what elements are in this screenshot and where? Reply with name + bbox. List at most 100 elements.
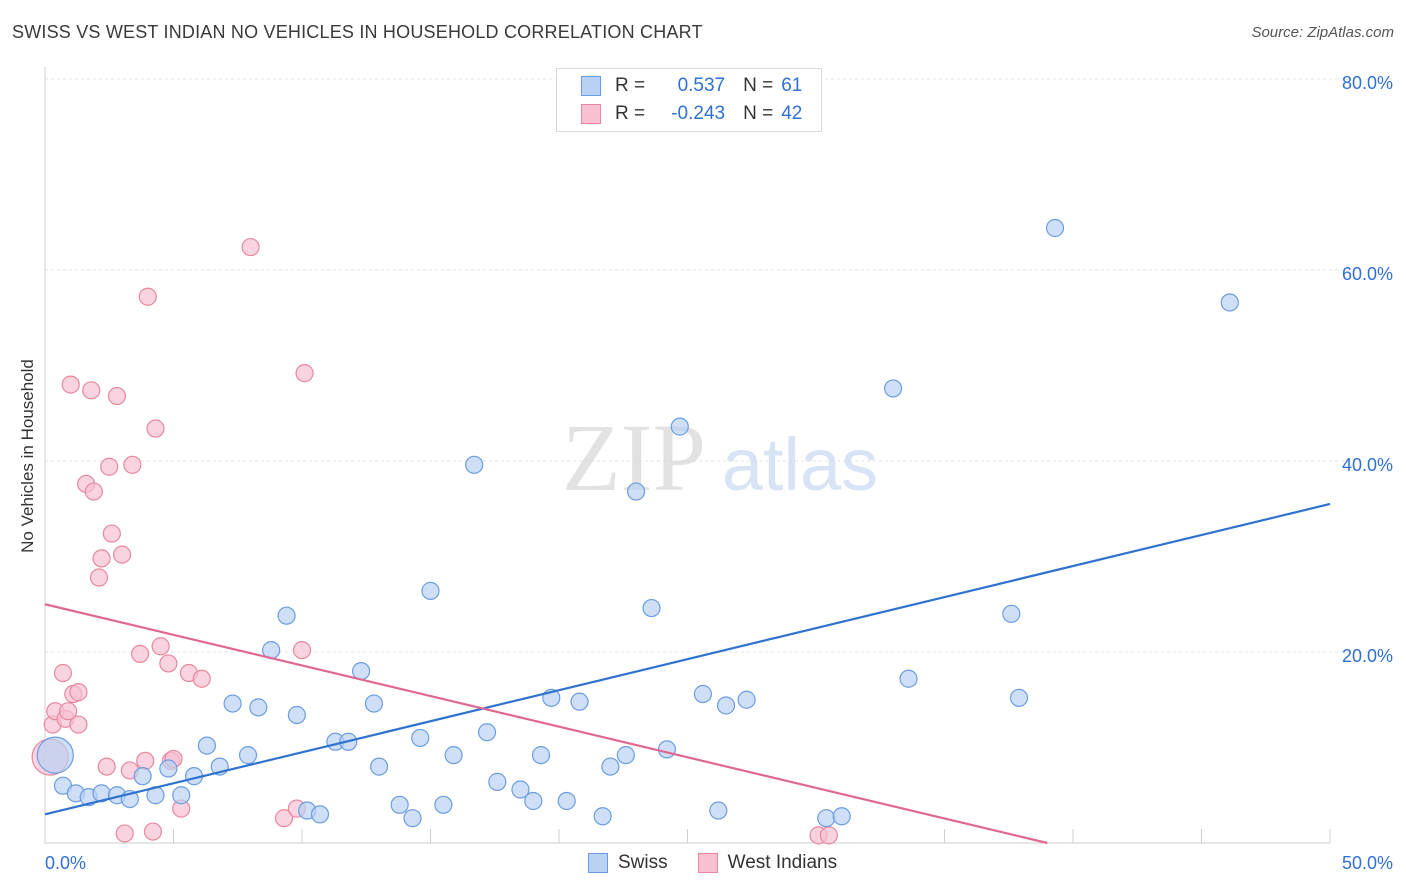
x-tick-label-min: 0.0% <box>45 853 86 873</box>
y-tick-label: 20.0% <box>1342 646 1393 666</box>
axes <box>44 67 1331 844</box>
legend-row-west-indians: R = -0.243 N = 42 <box>581 101 802 127</box>
swiss-point <box>133 767 152 786</box>
west-indians-legend-swatch <box>697 853 718 873</box>
swiss-point <box>709 801 728 820</box>
swiss-point <box>277 606 296 625</box>
y-tick-label: 60.0% <box>1342 264 1393 284</box>
swiss-point <box>421 581 440 600</box>
west-indians-r-value: -0.243 <box>671 103 726 124</box>
west-indians-point <box>130 644 150 664</box>
series-legend: Swiss West Indians <box>588 852 867 874</box>
swiss-point <box>197 736 217 755</box>
swiss-legend-label: Swiss <box>618 852 668 873</box>
swiss-legend-swatch <box>588 853 608 873</box>
swiss-point <box>238 746 258 765</box>
swiss-point <box>465 455 484 474</box>
swiss-point <box>390 795 409 814</box>
west-indians-point <box>69 683 88 702</box>
west-indians-point <box>112 545 132 564</box>
swiss-swatch <box>581 76 601 96</box>
swiss-point <box>832 807 851 826</box>
swiss-point <box>670 417 689 436</box>
swiss-point <box>159 759 178 778</box>
swiss-point <box>287 705 306 725</box>
swiss-point <box>477 723 497 742</box>
west-indians-point <box>59 702 78 721</box>
swiss-point <box>1002 604 1021 623</box>
y-tick-label: 80.0% <box>1342 73 1393 93</box>
swiss-point <box>434 795 453 814</box>
correlation-legend: R = 0.537 N = 61 R = -0.243 N = 42 <box>556 68 822 132</box>
west-indians-n-label: N = <box>743 103 774 124</box>
swiss-point <box>511 780 530 799</box>
swiss-point <box>1220 293 1239 312</box>
west-indians-swatch <box>581 104 601 124</box>
west-indians-point <box>819 826 838 845</box>
west-indians-r-label: R = <box>615 103 646 124</box>
swiss-point <box>642 598 661 618</box>
chart-title: SWISS VS WEST INDIAN NO VEHICLES IN HOUS… <box>12 22 703 42</box>
west-indians-n-value: 42 <box>781 103 803 124</box>
west-indians-point <box>192 669 211 688</box>
swiss-point <box>570 692 589 711</box>
west-indians-point <box>159 654 178 673</box>
swiss-point <box>531 746 551 765</box>
swiss-point <box>693 684 713 704</box>
swiss-r-label: R = <box>615 75 646 96</box>
swiss-point <box>593 807 612 826</box>
legend-item-west-indians: West Indians <box>697 852 837 874</box>
swiss-point <box>737 690 756 709</box>
west-indians-point <box>151 637 170 656</box>
west-indians-point <box>138 287 157 306</box>
watermark-atlas: atlas <box>722 423 878 506</box>
source-label: Source: ZipAtlas.com <box>1251 24 1394 41</box>
swiss-points <box>36 218 1239 828</box>
west-indians-trend-line <box>44 603 1048 845</box>
west-indians-point <box>100 457 119 476</box>
swiss-point <box>36 736 74 774</box>
west-indians-point <box>136 751 155 770</box>
swiss-point <box>626 482 646 501</box>
tick-labels: 20.0% 40.0% 60.0% 80.0% 0.0% 50.0% <box>45 73 1393 873</box>
west-indians-point <box>292 640 312 660</box>
swiss-point <box>601 757 620 776</box>
swiss-point <box>616 746 635 765</box>
swiss-n-value: 61 <box>781 75 803 96</box>
grid-lines <box>45 78 1392 653</box>
swiss-n-label: N = <box>743 75 774 96</box>
swiss-point <box>716 696 736 715</box>
swiss-point <box>310 805 330 824</box>
swiss-r-value: 0.537 <box>677 75 726 96</box>
swiss-point <box>223 694 242 713</box>
west-indians-point <box>97 757 116 776</box>
west-indians-point <box>146 419 165 438</box>
west-indians-point <box>53 663 73 683</box>
swiss-point <box>817 809 836 828</box>
west-indians-point <box>107 386 127 406</box>
west-indians-point <box>274 809 294 828</box>
west-indians-point <box>69 715 88 734</box>
swiss-point <box>883 379 903 398</box>
swiss-point <box>172 786 191 805</box>
swiss-point <box>1045 218 1065 238</box>
legend-row-swiss: R = 0.537 N = 61 <box>581 73 802 99</box>
swiss-point <box>370 757 389 776</box>
west-indians-point <box>143 822 163 841</box>
swiss-point <box>899 669 918 688</box>
west-indians-point <box>102 524 121 543</box>
west-indians-point <box>123 455 142 474</box>
y-tick-label: 40.0% <box>1342 455 1393 475</box>
swiss-point <box>557 791 576 811</box>
swiss-point <box>1009 688 1029 707</box>
west-indians-point <box>61 375 80 394</box>
trend-lines <box>44 502 1331 845</box>
west-indians-points <box>31 237 838 845</box>
watermark: ZIP atlas <box>562 404 878 511</box>
swiss-point <box>657 740 677 759</box>
west-indians-point <box>84 482 103 501</box>
swiss-point <box>403 809 422 828</box>
legend-item-swiss: Swiss <box>588 852 668 874</box>
west-indians-point <box>92 549 111 568</box>
west-indians-point <box>115 824 134 843</box>
